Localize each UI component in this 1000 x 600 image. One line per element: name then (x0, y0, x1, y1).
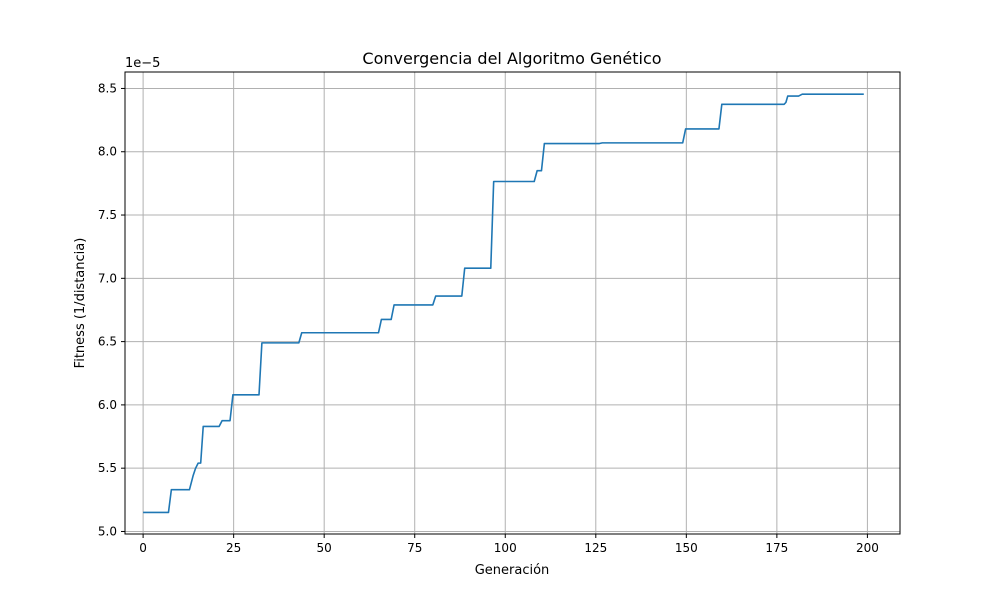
x-tick-label: 50 (317, 541, 332, 555)
x-tick-label: 150 (675, 541, 698, 555)
y-tick-label: 8.0 (98, 145, 117, 159)
x-tick-label: 25 (226, 541, 241, 555)
x-tick-label: 0 (139, 541, 147, 555)
y-tick-label: 5.0 (98, 524, 117, 538)
y-axis-offset-label: 1e−5 (125, 56, 160, 71)
y-tick-label: 8.5 (98, 81, 117, 95)
x-tick-label: 200 (856, 541, 879, 555)
series-layer (143, 93, 864, 514)
plot-area-frame (124, 71, 901, 535)
y-tick-label: 5.5 (98, 461, 117, 475)
fitness-series-line (143, 93, 864, 514)
x-tick-label: 175 (765, 541, 788, 555)
x-tick-label: 125 (584, 541, 607, 555)
y-tick-label: 6.0 (98, 398, 117, 412)
y-axis-ticks: 5.0 5.5 6.0 6.5 7.0 7.5 8.0 8.5 (98, 81, 125, 538)
grid-lines (125, 72, 900, 534)
x-axis-ticks: 0 25 50 75 100 125 150 175 200 (139, 534, 879, 555)
x-axis-label: Generación (475, 563, 550, 578)
x-tick-label: 100 (494, 541, 517, 555)
y-tick-label: 7.5 (98, 208, 117, 222)
y-tick-label: 6.5 (98, 335, 117, 349)
y-tick-label: 7.0 (98, 271, 117, 285)
chart-title: Convergencia del Algoritmo Genético (362, 49, 661, 68)
x-tick-label: 75 (407, 541, 422, 555)
y-axis-label: Fitness (1/distancia) (73, 238, 88, 369)
